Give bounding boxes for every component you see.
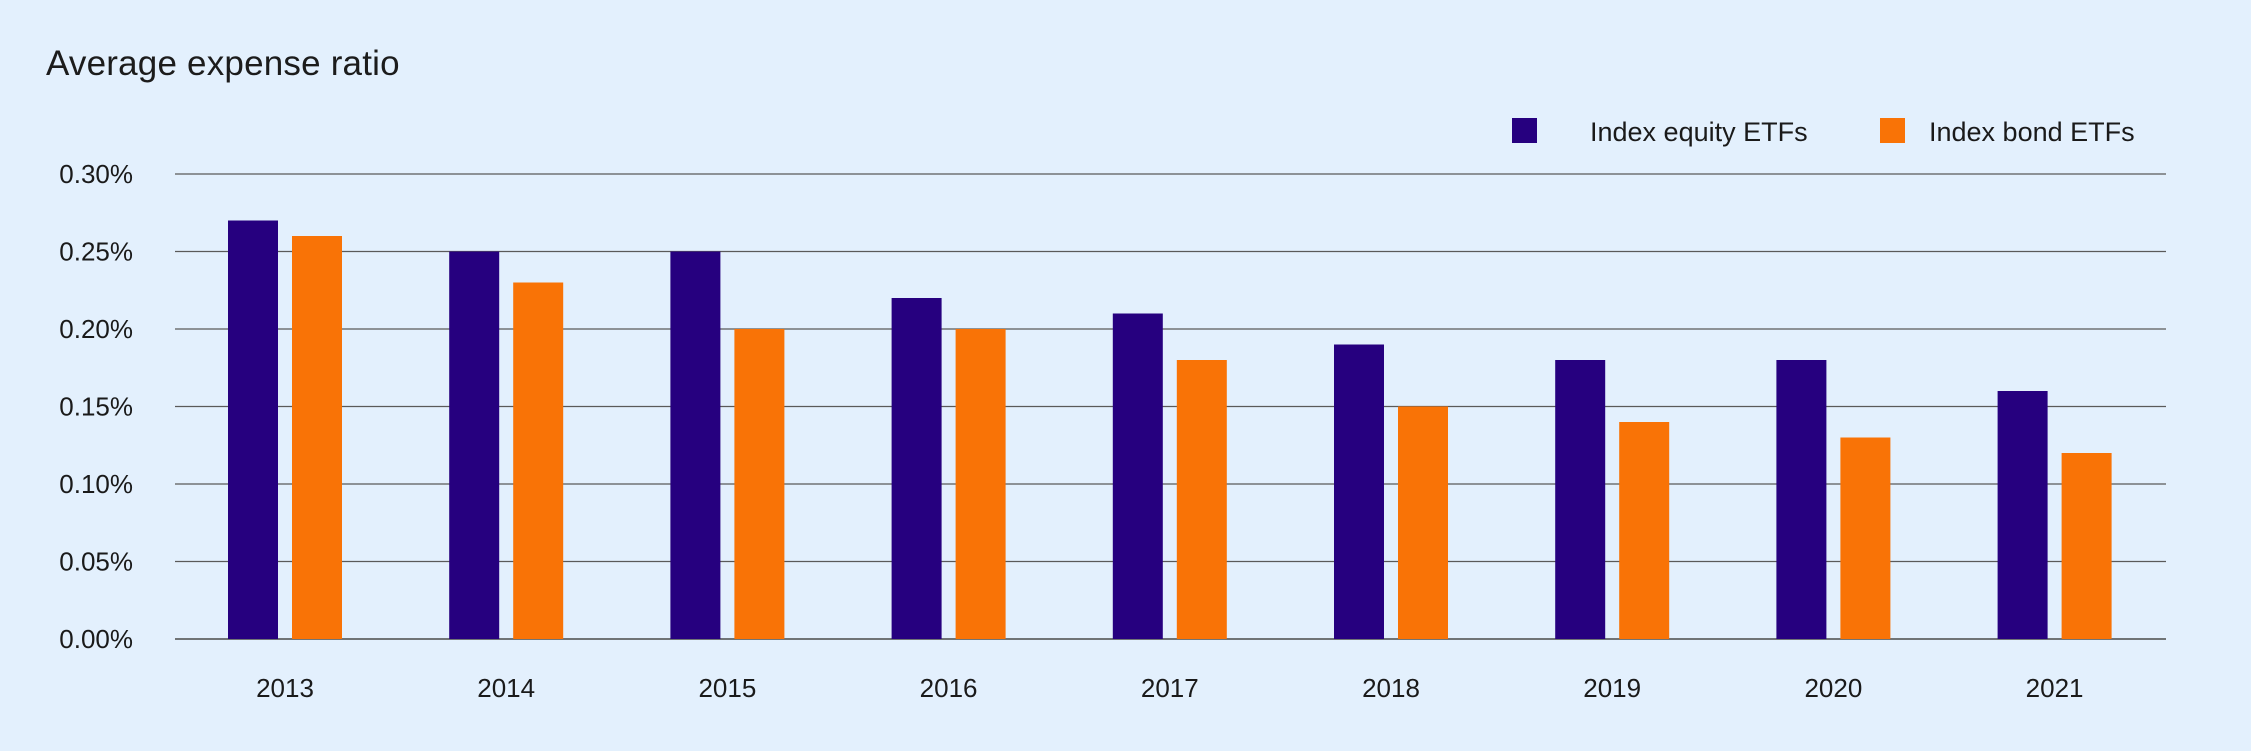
bar-equity [1334,344,1384,639]
bar-bond [2061,453,2112,639]
bars [228,220,2112,639]
bar-bond [1176,360,1227,639]
y-tick-label: 0.00% [59,624,133,654]
legend: Index equity ETFs Index bond ETFs [1512,117,2135,147]
bar-equity [891,298,942,639]
x-tick-label: 2019 [1583,673,1641,703]
y-tick-label: 0.10% [59,469,133,499]
legend-label: Index bond ETFs [1929,117,2135,147]
y-tick-label: 0.25% [59,237,133,267]
legend-label: Index equity ETFs [1590,117,1808,147]
bar-bond [1840,437,1891,639]
x-tick-label: 2014 [477,673,535,703]
legend-swatch [1880,118,1905,143]
x-tick-label: 2016 [920,673,978,703]
bar-bond [955,329,1006,639]
bar-bond [1398,406,1448,639]
bar-equity [228,220,278,639]
bar-bond [513,282,564,639]
x-tick-label: 2017 [1141,673,1199,703]
bar-equity [670,251,721,639]
x-tick-label: 2015 [698,673,756,703]
bar-bond [292,236,342,639]
y-axis-ticks: 0.00% 0.05% 0.10% 0.15% 0.20% 0.25% 0.30% [59,159,133,654]
y-tick-label: 0.05% [59,547,133,577]
x-tick-label: 2018 [1362,673,1420,703]
bar-equity [1997,391,2048,639]
y-tick-label: 0.15% [59,392,133,422]
x-tick-label: 2013 [256,673,314,703]
bar-equity [1555,360,1606,639]
bar-equity [1112,313,1163,639]
legend-swatch [1512,118,1537,143]
chart-title: Average expense ratio [46,44,400,83]
gridlines [175,173,2166,640]
x-axis-ticks: 2013 2014 2015 2016 2017 2018 2019 2020 2021 [256,673,2083,703]
bar-equity [1776,360,1827,639]
x-tick-label: 2020 [1804,673,1862,703]
y-tick-label: 0.30% [59,159,133,189]
y-tick-label: 0.20% [59,314,133,344]
x-tick-label: 2021 [2026,673,2084,703]
bar-bond [1619,422,1670,639]
bar-equity [449,251,500,639]
bar-bond [734,329,785,639]
